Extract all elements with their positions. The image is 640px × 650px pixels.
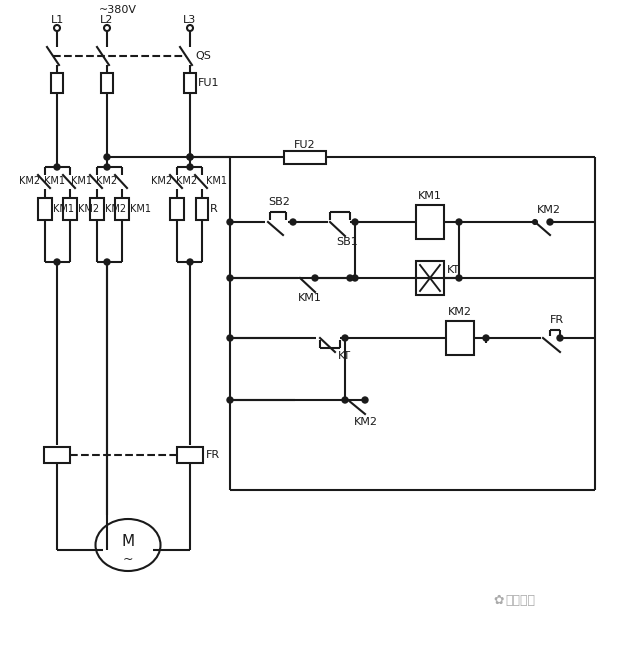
Text: KM2: KM2 — [19, 176, 40, 186]
Circle shape — [290, 219, 296, 225]
Text: M: M — [122, 534, 134, 549]
Text: KM2: KM2 — [151, 176, 172, 186]
Circle shape — [557, 335, 563, 341]
Circle shape — [187, 164, 193, 170]
Text: FR: FR — [206, 450, 220, 460]
Circle shape — [227, 219, 233, 225]
Text: L3: L3 — [184, 15, 196, 25]
Bar — [38, 198, 52, 220]
Circle shape — [483, 335, 489, 341]
Circle shape — [456, 219, 462, 225]
Text: KT: KT — [338, 351, 351, 361]
Circle shape — [533, 220, 537, 224]
Circle shape — [352, 275, 358, 281]
Bar — [416, 205, 444, 239]
Circle shape — [227, 335, 233, 341]
Text: FR: FR — [550, 315, 564, 325]
Text: FU1: FU1 — [198, 78, 220, 88]
Text: QS: QS — [195, 51, 211, 61]
Text: KM1: KM1 — [44, 176, 65, 186]
Circle shape — [187, 259, 193, 265]
Text: FU2: FU2 — [294, 140, 316, 150]
Circle shape — [342, 335, 348, 341]
Bar — [177, 447, 203, 463]
Text: KM1: KM1 — [206, 176, 227, 186]
Circle shape — [187, 154, 193, 160]
Circle shape — [456, 275, 462, 281]
Bar — [90, 198, 104, 220]
Circle shape — [54, 164, 60, 170]
Text: KM1: KM1 — [130, 204, 151, 214]
Text: ✿: ✿ — [493, 593, 504, 606]
Circle shape — [547, 219, 553, 225]
Text: KT: KT — [447, 265, 460, 275]
Circle shape — [187, 154, 193, 160]
Circle shape — [104, 164, 110, 170]
Text: KM2: KM2 — [537, 205, 561, 215]
Bar — [115, 198, 129, 220]
Circle shape — [227, 275, 233, 281]
Circle shape — [227, 397, 233, 403]
Text: R: R — [210, 204, 218, 214]
Text: KM1: KM1 — [418, 191, 442, 201]
Bar — [63, 198, 77, 220]
Circle shape — [347, 275, 353, 281]
Text: ~: ~ — [123, 552, 133, 566]
Text: KM1: KM1 — [71, 176, 92, 186]
Circle shape — [362, 397, 368, 403]
Bar — [101, 73, 113, 93]
Circle shape — [104, 259, 110, 265]
Text: KM2: KM2 — [78, 204, 99, 214]
Text: KM2: KM2 — [448, 307, 472, 317]
Bar — [284, 151, 326, 164]
Bar — [44, 447, 70, 463]
Text: L2: L2 — [100, 15, 114, 25]
Text: KM2: KM2 — [354, 417, 378, 427]
Circle shape — [54, 259, 60, 265]
Bar — [51, 73, 63, 93]
Bar — [184, 73, 196, 93]
Text: KM1: KM1 — [53, 204, 74, 214]
Circle shape — [342, 397, 348, 403]
Bar — [196, 198, 208, 220]
Circle shape — [352, 219, 358, 225]
Text: SB2: SB2 — [268, 197, 290, 207]
Text: KM2: KM2 — [96, 176, 117, 186]
Text: KM2: KM2 — [176, 176, 197, 186]
Text: SB1: SB1 — [336, 237, 358, 247]
Circle shape — [104, 154, 110, 160]
Text: 技成培训: 技成培训 — [505, 593, 535, 606]
Bar — [416, 261, 444, 295]
Bar — [170, 198, 184, 220]
Circle shape — [312, 275, 318, 281]
Text: ~380V: ~380V — [99, 5, 137, 15]
Text: KM2: KM2 — [105, 204, 126, 214]
Text: L1: L1 — [51, 15, 63, 25]
Text: KM1: KM1 — [298, 293, 322, 303]
Bar — [446, 321, 474, 355]
